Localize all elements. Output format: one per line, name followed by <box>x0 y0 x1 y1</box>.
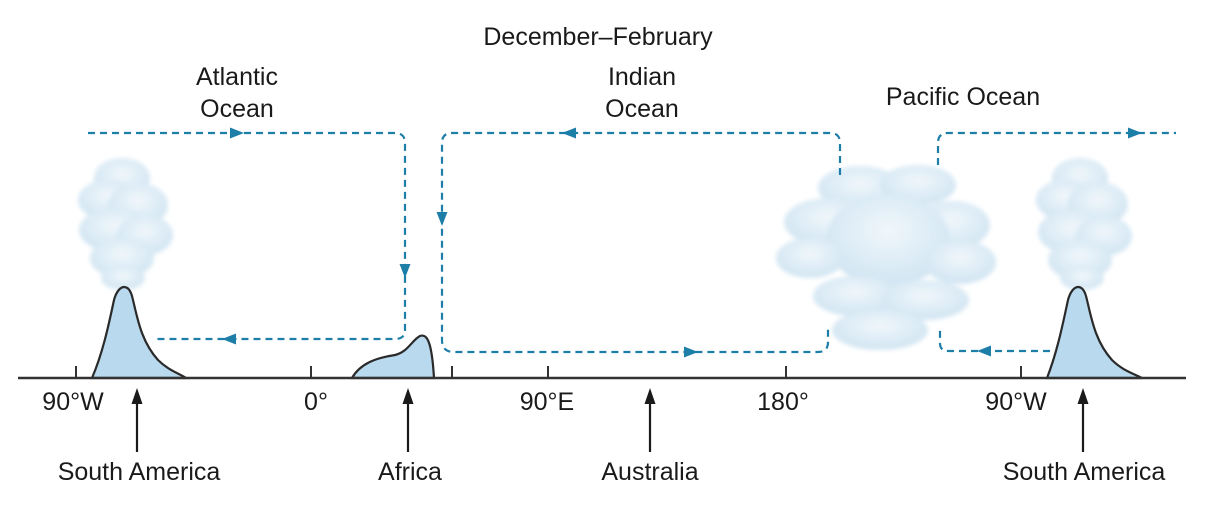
pacific-circulation-cell <box>936 127 1176 357</box>
cloud-icon <box>78 158 173 290</box>
landmass-africa <box>350 334 436 380</box>
tick-label-0: 0° <box>304 388 328 416</box>
ocean-label-indian-line1: Indian <box>608 63 676 91</box>
diagram-title: December–February <box>483 23 713 51</box>
landmass-label-south-america-west: South America <box>58 458 221 486</box>
ocean-label-atlantic-line1: Atlantic <box>196 63 278 91</box>
cloud-icon <box>1036 158 1132 290</box>
tick-label-180: 180° <box>757 388 809 416</box>
ocean-label-pacific: Pacific Ocean <box>886 83 1040 111</box>
landmass-label-south-america-east: South America <box>1003 458 1166 486</box>
pointer-arrow-australia <box>644 388 656 452</box>
landmass-label-australia: Australia <box>601 458 698 486</box>
ocean-label-atlantic-line2: Ocean <box>200 95 274 123</box>
landmass-south-america-west <box>90 286 190 380</box>
indian-circulation-cell <box>436 127 842 358</box>
pointer-arrow-south-america-east <box>1077 388 1089 452</box>
axis-ticks <box>75 366 1022 378</box>
pointer-arrow-south-america-west <box>131 388 143 452</box>
cloud-icon <box>776 165 996 350</box>
pointer-arrow-africa <box>402 388 414 452</box>
landmass-south-america-east <box>1045 286 1143 380</box>
ocean-label-indian-line2: Ocean <box>605 95 679 123</box>
tick-label-90w-east: 90°W <box>985 388 1047 416</box>
atlantic-circulation-cell <box>88 127 411 345</box>
tick-label-90e: 90°E <box>520 388 574 416</box>
landmass-label-africa: Africa <box>378 458 442 486</box>
tick-label-90w-west: 90°W <box>42 388 104 416</box>
